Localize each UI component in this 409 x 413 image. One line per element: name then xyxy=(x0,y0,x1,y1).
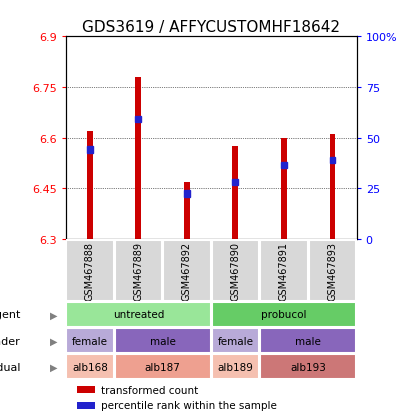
Text: gender: gender xyxy=(0,336,20,346)
Bar xyxy=(329,157,335,163)
FancyBboxPatch shape xyxy=(260,240,307,301)
Text: GSM467891: GSM467891 xyxy=(278,241,288,300)
Text: female: female xyxy=(217,336,253,346)
Text: female: female xyxy=(72,336,108,346)
FancyBboxPatch shape xyxy=(211,302,355,327)
Bar xyxy=(87,147,92,153)
Text: alb187: alb187 xyxy=(144,362,180,372)
Text: ▶: ▶ xyxy=(49,310,57,320)
Text: probucol: probucol xyxy=(261,310,306,320)
Bar xyxy=(77,401,94,409)
Text: ▶: ▶ xyxy=(49,362,57,372)
Text: alb168: alb168 xyxy=(72,362,108,372)
FancyBboxPatch shape xyxy=(260,328,355,353)
FancyBboxPatch shape xyxy=(211,240,258,301)
Bar xyxy=(87,132,92,240)
FancyBboxPatch shape xyxy=(211,355,258,379)
Text: GSM467892: GSM467892 xyxy=(182,241,191,300)
Bar xyxy=(232,147,238,240)
Text: transformed count: transformed count xyxy=(100,385,197,395)
Text: alb193: alb193 xyxy=(290,362,325,372)
Bar xyxy=(280,138,286,240)
Text: male: male xyxy=(294,336,320,346)
Bar xyxy=(184,182,189,240)
Text: GSM467893: GSM467893 xyxy=(327,241,337,300)
Text: untreated: untreated xyxy=(112,310,164,320)
Bar xyxy=(280,162,286,169)
Bar xyxy=(135,117,141,123)
FancyBboxPatch shape xyxy=(66,328,113,353)
Text: alb189: alb189 xyxy=(217,362,253,372)
Title: GDS3619 / AFFYCUSTOMHF18642: GDS3619 / AFFYCUSTOMHF18642 xyxy=(82,20,339,35)
FancyBboxPatch shape xyxy=(163,240,210,301)
Text: GSM467890: GSM467890 xyxy=(230,241,240,300)
Text: individual: individual xyxy=(0,362,20,372)
Text: ▶: ▶ xyxy=(49,336,57,346)
Text: GSM467888: GSM467888 xyxy=(85,241,94,300)
FancyBboxPatch shape xyxy=(66,302,210,327)
Bar xyxy=(184,191,189,197)
FancyBboxPatch shape xyxy=(115,355,210,379)
Text: GSM467889: GSM467889 xyxy=(133,241,143,300)
Text: agent: agent xyxy=(0,310,20,320)
FancyBboxPatch shape xyxy=(308,240,355,301)
Text: percentile rank within the sample: percentile rank within the sample xyxy=(100,400,276,410)
FancyBboxPatch shape xyxy=(66,240,113,301)
Bar xyxy=(329,135,335,240)
FancyBboxPatch shape xyxy=(115,328,210,353)
FancyBboxPatch shape xyxy=(260,355,355,379)
Bar xyxy=(135,78,141,240)
FancyBboxPatch shape xyxy=(115,240,162,301)
Bar xyxy=(232,180,238,186)
FancyBboxPatch shape xyxy=(66,355,113,379)
FancyBboxPatch shape xyxy=(211,328,258,353)
Bar xyxy=(77,386,94,394)
Text: male: male xyxy=(149,336,175,346)
